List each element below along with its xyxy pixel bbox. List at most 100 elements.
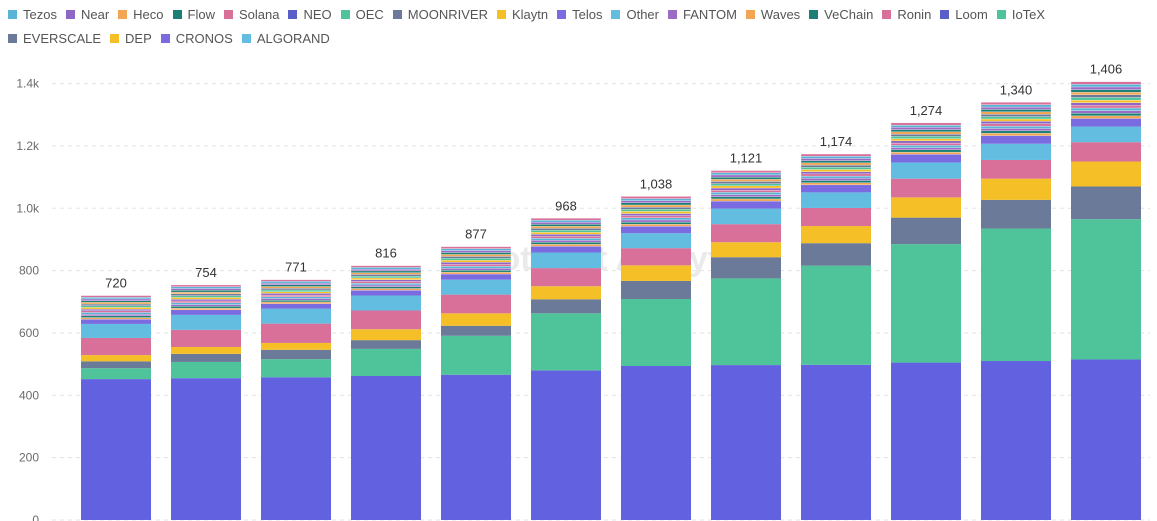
bar-segment-loom[interactable] xyxy=(171,378,241,520)
bar-segment-minor[interactable] xyxy=(890,122,962,126)
bar-segment-minor[interactable] xyxy=(620,219,692,223)
bar-segment-minor[interactable] xyxy=(620,206,692,210)
bar-segment-loom[interactable] xyxy=(801,364,871,520)
bar-segment-everscale[interactable] xyxy=(261,349,331,360)
bar-segment-minor[interactable] xyxy=(350,267,422,270)
bar-segment-minor[interactable] xyxy=(710,179,782,182)
bar-segment-minor[interactable] xyxy=(440,254,512,257)
bar-segment-minor[interactable] xyxy=(80,305,152,308)
bar-segment-minor[interactable] xyxy=(1070,89,1142,93)
bar-segment-loom[interactable] xyxy=(81,379,151,520)
bar-segment-dep[interactable] xyxy=(621,265,691,281)
legend-item[interactable]: OEC xyxy=(340,2,384,26)
bar-segment-minor[interactable] xyxy=(980,130,1052,134)
bar-segment-iotex[interactable] xyxy=(81,368,151,380)
bar-segment-minor[interactable] xyxy=(710,174,782,178)
bar-segment-minor[interactable] xyxy=(980,133,1052,136)
bar-segment-algorand[interactable] xyxy=(351,295,421,311)
bar-segment-minor[interactable] xyxy=(620,202,692,206)
bar-segment-minor[interactable] xyxy=(980,128,1052,132)
bar-segment-minor[interactable] xyxy=(800,171,872,175)
bar-segment-cronos[interactable] xyxy=(981,135,1051,144)
bar-segment-minor[interactable] xyxy=(350,276,422,279)
bar-segment-algorand[interactable] xyxy=(711,208,781,225)
legend-item[interactable]: VeChain xyxy=(809,2,873,26)
bar-segment-minor[interactable] xyxy=(260,296,332,299)
bar-segment-minor[interactable] xyxy=(710,185,782,189)
bar-segment-everscale[interactable] xyxy=(1071,186,1141,220)
legend-item[interactable]: FANTOM xyxy=(667,2,737,26)
bar-segment-dep[interactable] xyxy=(711,242,781,258)
legend-item[interactable]: EVERSCALE xyxy=(8,26,101,50)
bar-segment-minor[interactable] xyxy=(800,169,872,172)
bar-segment-everscale[interactable] xyxy=(711,257,781,279)
bar-segment-minor[interactable] xyxy=(800,164,872,168)
bar-segment-dep[interactable] xyxy=(801,226,871,244)
legend-item[interactable]: Heco xyxy=(118,2,164,26)
bar-segment-minor[interactable] xyxy=(530,226,602,229)
bar-segment-ronin[interactable] xyxy=(981,159,1051,179)
bar-segment-everscale[interactable] xyxy=(81,361,151,369)
bar-segment-minor[interactable] xyxy=(440,271,512,275)
bar-segment-loom[interactable] xyxy=(441,374,511,520)
bar-segment-minor[interactable] xyxy=(170,300,242,303)
bar-segment-minor[interactable] xyxy=(530,240,602,243)
bar-segment-minor[interactable] xyxy=(350,272,422,275)
legend-item[interactable]: Near xyxy=(65,2,109,26)
bar-segment-algorand[interactable] xyxy=(621,233,691,249)
bar-segment-loom[interactable] xyxy=(351,375,421,520)
bar-segment-dep[interactable] xyxy=(261,342,331,350)
bar-segment-iotex[interactable] xyxy=(171,361,241,379)
legend-item[interactable]: Other xyxy=(611,2,659,26)
bar-segment-dep[interactable] xyxy=(1071,161,1141,187)
bar-segment-loom[interactable] xyxy=(261,377,331,520)
bar-segment-minor[interactable] xyxy=(710,187,782,191)
bar-segment-iotex[interactable] xyxy=(261,359,331,378)
bar-segment-minor[interactable] xyxy=(530,232,602,235)
bar-segment-everscale[interactable] xyxy=(171,353,241,362)
bar-segment-minor[interactable] xyxy=(1070,102,1142,106)
bar-segment-minor[interactable] xyxy=(890,142,962,146)
bar-segment-minor[interactable] xyxy=(80,315,152,318)
bar-segment-everscale[interactable] xyxy=(981,199,1051,229)
bar-segment-minor[interactable] xyxy=(530,228,602,231)
bar-segment-minor[interactable] xyxy=(620,217,692,221)
legend-item[interactable]: Solana xyxy=(223,2,279,26)
bar-segment-minor[interactable] xyxy=(800,178,872,181)
bar-segment-minor[interactable] xyxy=(890,147,962,150)
bar-segment-ronin[interactable] xyxy=(1071,142,1141,162)
bar-segment-cronos[interactable] xyxy=(1071,118,1141,127)
bar-segment-minor[interactable] xyxy=(260,300,332,303)
bar-segment-minor[interactable] xyxy=(440,252,512,255)
bar-segment-dep[interactable] xyxy=(441,313,511,326)
bar-segment-everscale[interactable] xyxy=(621,280,691,299)
bar-segment-cronos[interactable] xyxy=(711,201,781,209)
bar-segment-minor[interactable] xyxy=(1070,86,1142,90)
bar-segment-minor[interactable] xyxy=(350,277,422,280)
bar-segment-minor[interactable] xyxy=(530,234,602,237)
bar-segment-minor[interactable] xyxy=(170,306,242,309)
bar-segment-cronos[interactable] xyxy=(891,154,961,163)
legend-item[interactable]: Ronin xyxy=(882,2,931,26)
bar-segment-iotex[interactable] xyxy=(621,298,691,367)
bar-segment-minor[interactable] xyxy=(620,221,692,225)
bar-segment-cronos[interactable] xyxy=(621,226,691,234)
bar-segment-iotex[interactable] xyxy=(441,335,511,375)
bar-segment-minor[interactable] xyxy=(1070,105,1142,109)
bar-segment-minor[interactable] xyxy=(530,224,602,227)
legend-item[interactable]: Waves xyxy=(745,2,800,26)
bar-segment-minor[interactable] xyxy=(80,302,152,305)
bar-segment-minor[interactable] xyxy=(80,298,152,301)
bar-segment-minor[interactable] xyxy=(170,290,242,293)
legend-item[interactable]: NEO xyxy=(288,2,332,26)
bar-segment-cronos[interactable] xyxy=(261,303,331,309)
bar-segment-everscale[interactable] xyxy=(441,325,511,336)
bar-segment-minor[interactable] xyxy=(1070,110,1142,114)
bar-segment-minor[interactable] xyxy=(710,194,782,197)
bar-segment-minor[interactable] xyxy=(530,242,602,245)
bar-segment-minor[interactable] xyxy=(440,258,512,261)
bar-segment-minor[interactable] xyxy=(170,284,242,287)
bar-segment-minor[interactable] xyxy=(1070,84,1142,88)
bar-segment-minor[interactable] xyxy=(170,299,242,302)
bar-segment-minor[interactable] xyxy=(440,264,512,267)
